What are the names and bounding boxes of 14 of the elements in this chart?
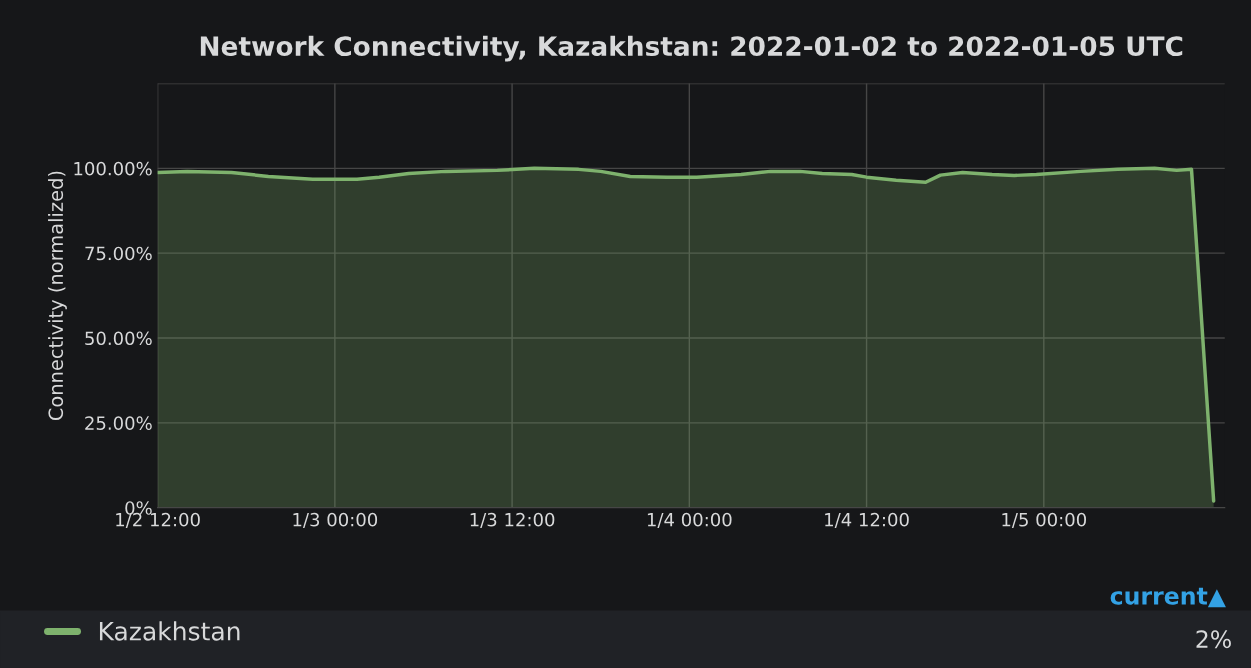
y-tick-label: 50.00%: [85, 331, 152, 346]
text: 2%: [1196, 630, 1231, 649]
x-tick-label: 1/3 00:00: [293, 512, 378, 528]
x-tick-label: 1/4 12:00: [825, 512, 909, 528]
legend-label: Kazakhstan: [99, 621, 240, 641]
chart-title: Network Connectivity, Kazakhstan: 2022-01-02 to 2022-01-05 UTC: [200, 35, 1183, 62]
x-tick-label: 1/5 00:00: [1002, 512, 1087, 528]
y-tick-label: 25.00%: [85, 416, 152, 430]
y-axis-title: Connectivity (normalized): [48, 171, 67, 421]
text: current▲: [1110, 587, 1226, 608]
y-tick-label: 100.00%: [74, 161, 152, 176]
x-tick-label: 1/3 12:00: [470, 512, 555, 528]
y-tick-label: 75.00%: [85, 246, 152, 261]
x-tick-label: 1/4 00:00: [647, 512, 732, 528]
